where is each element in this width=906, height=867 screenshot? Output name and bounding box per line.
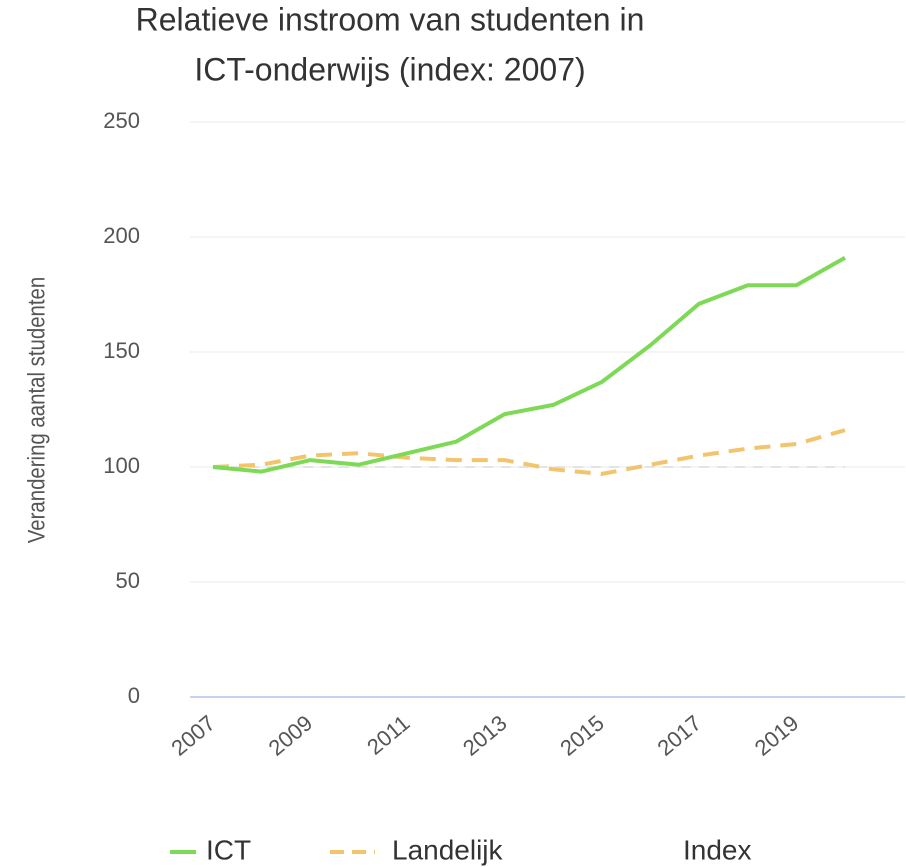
y-tick-label: 250 bbox=[103, 108, 140, 133]
x-tick-label: 2017 bbox=[653, 710, 707, 761]
line-series bbox=[212, 255, 846, 474]
x-tick-label: 2015 bbox=[555, 710, 609, 761]
legend-label: ICT bbox=[206, 834, 251, 865]
legend-label: Landelijk bbox=[392, 834, 504, 865]
x-tick-label: 2007 bbox=[166, 710, 220, 761]
y-tick-label: 0 bbox=[128, 683, 140, 708]
x-tick-label: 2013 bbox=[458, 710, 512, 761]
y-tick-label: 100 bbox=[103, 453, 140, 478]
x-tick-label: 2011 bbox=[362, 710, 414, 760]
x-tick-label: 2019 bbox=[750, 710, 804, 761]
y-tick-label: 50 bbox=[116, 568, 140, 593]
y-axis-label: Verandering aantal studenten bbox=[23, 277, 50, 543]
y-tick-label: 200 bbox=[103, 223, 140, 248]
chart-title: ICT-onderwijs (index: 2007) bbox=[194, 51, 585, 87]
x-tick-label: 2009 bbox=[264, 710, 318, 761]
legend-label: Index bbox=[683, 834, 752, 865]
line-series bbox=[212, 428, 846, 476]
y-tick-label: 150 bbox=[103, 338, 140, 363]
chart-title: Relatieve instroom van studenten in bbox=[136, 1, 645, 37]
